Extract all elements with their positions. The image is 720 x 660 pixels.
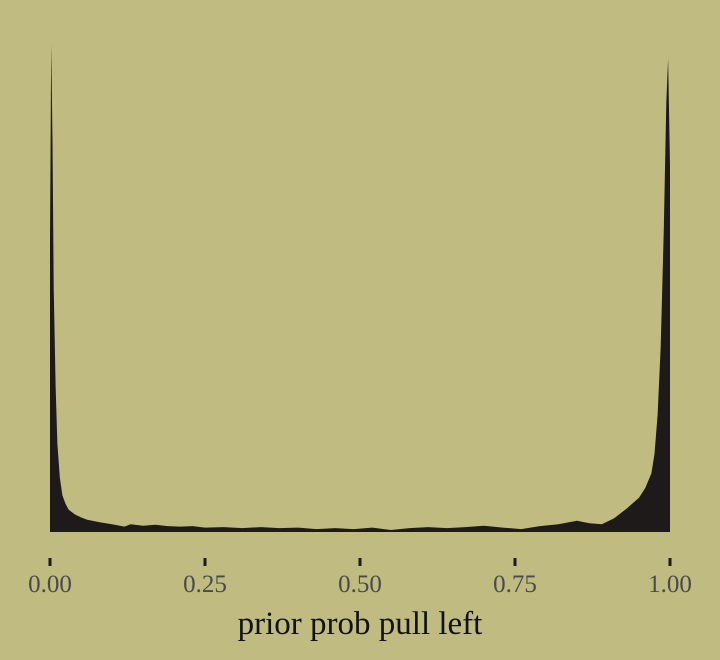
- x-tick-label: 0.00: [28, 571, 72, 598]
- x-axis-title: prior prob pull left: [238, 606, 483, 642]
- x-tick-label: 0.50: [338, 571, 382, 598]
- x-tick-label: 1.00: [648, 571, 692, 598]
- x-axis: 0.00 0.25 0.50 0.75 1.00: [28, 558, 692, 598]
- x-tick-label: 0.25: [183, 571, 227, 598]
- x-tick-label: 0.75: [493, 571, 537, 598]
